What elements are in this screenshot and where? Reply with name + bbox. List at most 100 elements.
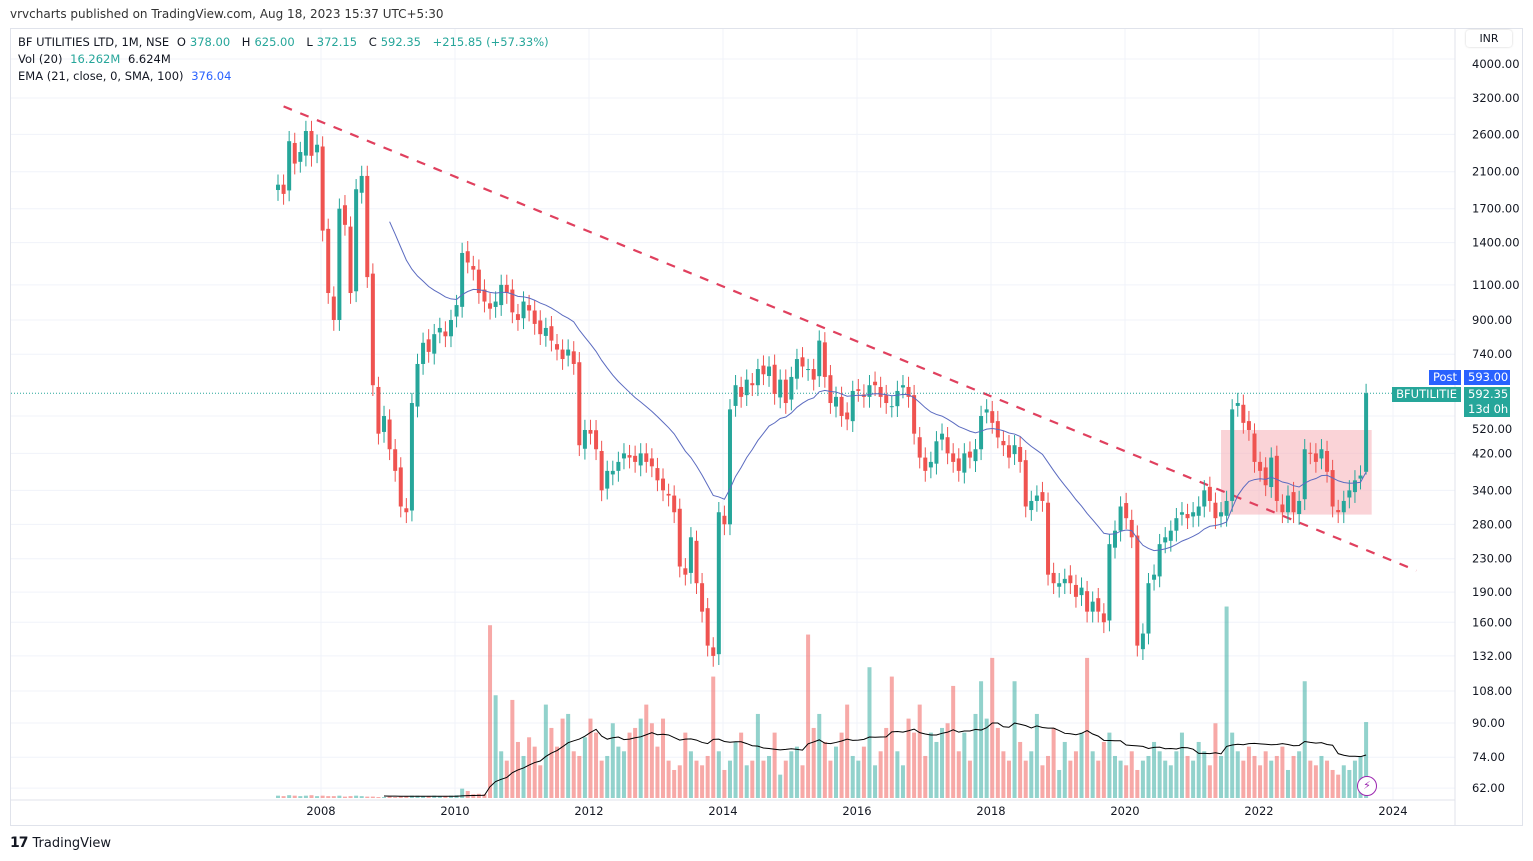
volume-bar xyxy=(577,755,582,798)
volume-bar xyxy=(1241,760,1246,798)
volume-bar xyxy=(465,790,470,798)
candle-body xyxy=(1163,537,1168,543)
volume-bar xyxy=(661,718,666,798)
candle-body xyxy=(370,273,375,386)
candle-body xyxy=(1124,503,1129,519)
volume-bar xyxy=(1163,760,1168,798)
currency-button[interactable]: INR xyxy=(1466,30,1512,47)
candle-body xyxy=(649,458,654,467)
volume-bar xyxy=(627,732,632,798)
volume-bar xyxy=(1207,765,1212,798)
candle-body xyxy=(365,175,370,278)
y-tick-label: 132.00 xyxy=(1472,649,1512,663)
volume-bar xyxy=(342,796,347,798)
candle-body xyxy=(1174,518,1179,531)
candle-body xyxy=(956,458,961,471)
candle-body xyxy=(990,411,995,423)
candle-body xyxy=(1302,449,1307,500)
volume-bar xyxy=(940,727,945,798)
candle-body xyxy=(432,334,437,354)
candle-body xyxy=(387,419,392,450)
candle-body xyxy=(1196,506,1201,516)
candle-body xyxy=(421,342,426,364)
candle-body xyxy=(1207,486,1212,501)
volume-bar xyxy=(527,737,532,798)
candle-body xyxy=(1263,467,1268,486)
candle-body xyxy=(1168,530,1173,541)
candle-body xyxy=(878,386,883,397)
candle-body xyxy=(644,453,649,462)
ema-line xyxy=(389,221,1367,552)
candle-body xyxy=(382,415,387,432)
ema-label[interactable]: EMA (21, close, 0, SMA, 100) xyxy=(18,69,184,83)
y-tick-label: 1400.00 xyxy=(1472,236,1520,250)
volume-label[interactable]: Vol (20) xyxy=(18,52,63,66)
trend-line xyxy=(283,105,1417,572)
lightning-icon[interactable]: ⚡ xyxy=(1357,776,1377,796)
volume-row: Vol (20) 16.262M 6.624M xyxy=(18,51,553,68)
candle-body xyxy=(1330,470,1335,507)
volume-bar xyxy=(900,765,905,798)
volume-bar xyxy=(727,760,732,798)
volume-bar xyxy=(761,760,766,798)
candle-body xyxy=(928,461,933,468)
candle-body xyxy=(315,144,320,153)
symbol-title[interactable]: BF UTILITIES LTD, 1M, NSE xyxy=(18,35,170,49)
candle-body xyxy=(867,385,872,397)
candle-body xyxy=(839,396,844,416)
candle-body xyxy=(727,409,732,525)
footer-brand[interactable]: TradingView xyxy=(32,835,112,851)
candle-body xyxy=(1006,445,1011,458)
volume-bar xyxy=(404,796,409,798)
volume-bar xyxy=(1219,755,1224,798)
volume-bar xyxy=(878,751,883,798)
candle-body xyxy=(1029,500,1034,511)
candle-body xyxy=(672,495,677,513)
candle-body xyxy=(906,386,911,397)
volume-bar xyxy=(895,751,900,798)
candle-body xyxy=(510,289,515,313)
volume-bar xyxy=(555,746,559,798)
volume-bar xyxy=(1330,769,1335,798)
volume-bar xyxy=(1152,741,1157,798)
chart-frame xyxy=(10,28,1523,826)
volume-bar xyxy=(538,765,543,798)
candle-body xyxy=(571,351,576,364)
candle-body xyxy=(1280,504,1285,513)
volume-bar xyxy=(1101,741,1106,798)
volume-bar xyxy=(817,713,822,798)
y-tick-label: 160.00 xyxy=(1472,615,1512,629)
volume-bar xyxy=(1285,769,1290,798)
volume-bar xyxy=(1096,760,1101,798)
candle-body xyxy=(1051,572,1056,584)
volume-ma-line xyxy=(384,722,1367,797)
candle-body xyxy=(1297,500,1302,515)
candle-body xyxy=(661,478,666,491)
candle-body xyxy=(962,453,967,473)
volume-bar xyxy=(1057,769,1062,798)
volume-bar xyxy=(1347,769,1352,798)
volume-bar xyxy=(951,685,956,798)
volume-bar xyxy=(1023,760,1028,798)
bar-countdown: 13d 0h xyxy=(1464,402,1510,417)
candle-body xyxy=(817,340,822,377)
candle-body xyxy=(700,583,705,612)
volume-bar xyxy=(1113,755,1117,798)
x-tick-label: 2014 xyxy=(708,804,737,818)
y-tick-label: 190.00 xyxy=(1472,585,1512,599)
candle-body xyxy=(794,359,799,379)
volume-bar xyxy=(711,676,716,798)
volume-bar xyxy=(521,755,526,798)
volume-bar xyxy=(1258,765,1263,798)
volume-bar xyxy=(594,732,599,798)
volume-bar xyxy=(873,765,878,798)
candle-body xyxy=(1179,512,1184,515)
volume-bar xyxy=(409,795,414,798)
candle-body xyxy=(1219,512,1224,517)
candle-body xyxy=(1090,601,1095,612)
volume-bar xyxy=(1352,760,1357,798)
y-tick-label: 900.00 xyxy=(1472,313,1512,327)
volume-bar xyxy=(560,718,565,798)
candle-body xyxy=(1325,451,1330,472)
